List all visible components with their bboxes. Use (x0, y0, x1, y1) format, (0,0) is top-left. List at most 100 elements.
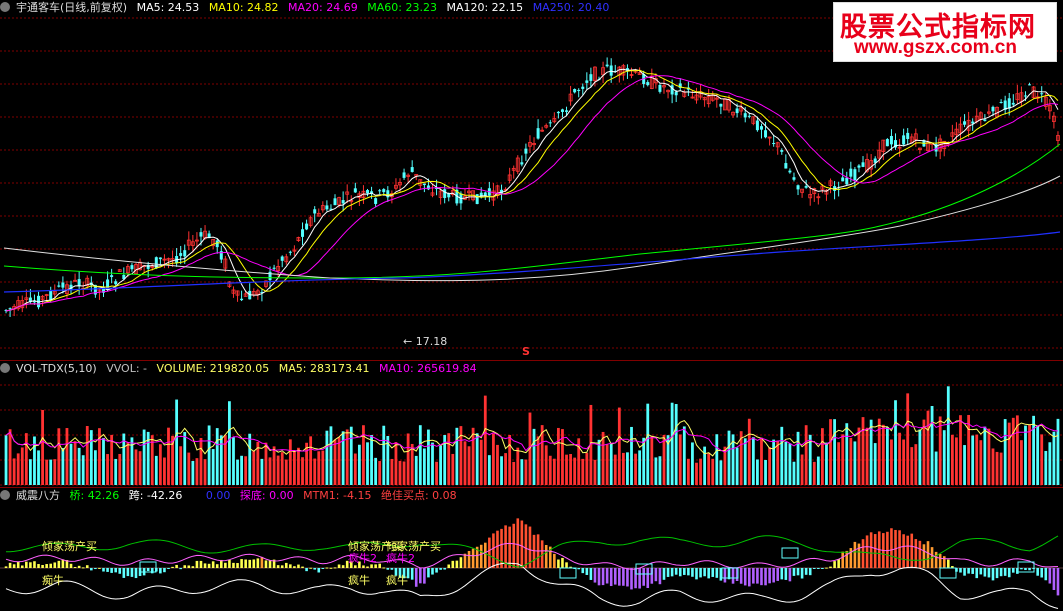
indicator-bar (865, 535, 869, 568)
volume-bar (695, 462, 698, 485)
volume-bar (520, 459, 524, 485)
volume-bar (272, 446, 276, 485)
tandi-line (5, 542, 1059, 570)
candle-body (32, 300, 36, 303)
indicator-bar (431, 568, 434, 575)
indicator-bar (557, 559, 560, 568)
indicator-bar (390, 568, 394, 570)
indicator-bar (634, 568, 637, 589)
volume-bar (536, 436, 540, 485)
indicator-bar (455, 560, 459, 568)
indicator-bar (402, 568, 406, 579)
indicator-bar (382, 567, 386, 569)
volume-bar (926, 410, 930, 485)
indicator-bar (926, 541, 930, 568)
volume-bar (276, 455, 280, 485)
indicator-chart (0, 518, 1063, 609)
indicator-bar (703, 568, 706, 577)
volume-bar (219, 435, 223, 485)
candle-body (556, 111, 560, 114)
collapse-icon[interactable] (0, 490, 10, 500)
indicator-bar (967, 568, 970, 574)
candle-body (130, 265, 134, 270)
volume-bar (609, 444, 613, 485)
low-price-value: 17.18 (415, 335, 448, 348)
volume-bar (244, 456, 248, 485)
volume-bar (12, 458, 16, 485)
indicator-bar (565, 562, 568, 568)
candle-body (714, 97, 719, 100)
candle-body (199, 232, 203, 237)
candle-body (913, 133, 918, 140)
volume-bar (500, 456, 503, 485)
candle-body (902, 135, 906, 145)
indicator-bar (73, 566, 77, 568)
indicator-bar (349, 561, 353, 568)
candle-body (150, 265, 155, 268)
collapse-icon[interactable] (0, 363, 10, 373)
volume-bar (427, 429, 430, 485)
volume-bar (747, 418, 751, 485)
volume-bar (410, 443, 414, 485)
indicator-bar (268, 559, 272, 568)
candle-body (207, 233, 211, 239)
volume-bar (378, 461, 382, 485)
volume-bar (934, 451, 938, 485)
volume-bar (268, 457, 272, 485)
candle-body (305, 223, 309, 230)
tandi-label: 探底: 0.00 (239, 489, 294, 502)
annotation-4: 倾家荡产买 (386, 540, 441, 553)
collapse-icon[interactable] (0, 2, 10, 12)
candle-body (1011, 102, 1015, 105)
indicator-bar (942, 556, 946, 568)
low-price-label: ← 17.18 (403, 335, 448, 348)
volume-bar (532, 428, 536, 485)
candle-body (235, 290, 240, 296)
volume-bar (110, 434, 114, 485)
indicator-bar (589, 568, 593, 580)
candle-body (117, 269, 122, 272)
indicator-bar (735, 568, 739, 581)
volume-bar (845, 423, 849, 485)
candle-body (353, 188, 357, 193)
volume-bar (792, 461, 796, 485)
indicator-bar (873, 534, 877, 568)
indicator-bar (654, 568, 658, 582)
volume-bar (585, 452, 589, 485)
volume-bar (950, 434, 954, 485)
volume-bar (626, 452, 629, 485)
indicator-bar (41, 564, 44, 568)
vol-ma5-line (5, 417, 1059, 457)
indicator-bar (670, 568, 674, 577)
watermark-url: www.gszx.com.cn (854, 37, 1017, 58)
mtm1-label: MTM1: -4.15 (303, 489, 372, 502)
indicator-bar (321, 568, 325, 569)
candle-body (906, 132, 910, 139)
signal-box (559, 567, 577, 579)
volume-bar (203, 459, 207, 485)
candle-body (544, 125, 549, 128)
indicator-bar (585, 568, 589, 575)
candle-body (987, 111, 991, 114)
indicator-bar (841, 551, 845, 568)
candle-body (272, 267, 276, 269)
candle-body (991, 106, 995, 112)
volume-bar (33, 436, 36, 485)
indicator-bar (812, 568, 816, 569)
candle-body (775, 142, 780, 148)
candle-body (520, 162, 524, 165)
candle-body (528, 142, 532, 147)
candle-body (8, 308, 12, 310)
candle-body (422, 183, 426, 186)
indicator-bar (203, 563, 207, 568)
volume-bar (175, 399, 179, 485)
volume-bar (865, 427, 869, 485)
volume-bar (134, 449, 138, 485)
signal-box (1017, 561, 1035, 573)
volume-bar (942, 430, 946, 485)
indicator-bar (561, 557, 564, 568)
volume-bar (617, 407, 621, 485)
volume-bar (699, 458, 702, 485)
indicator-bar (289, 564, 292, 568)
volume-bar (634, 453, 637, 485)
